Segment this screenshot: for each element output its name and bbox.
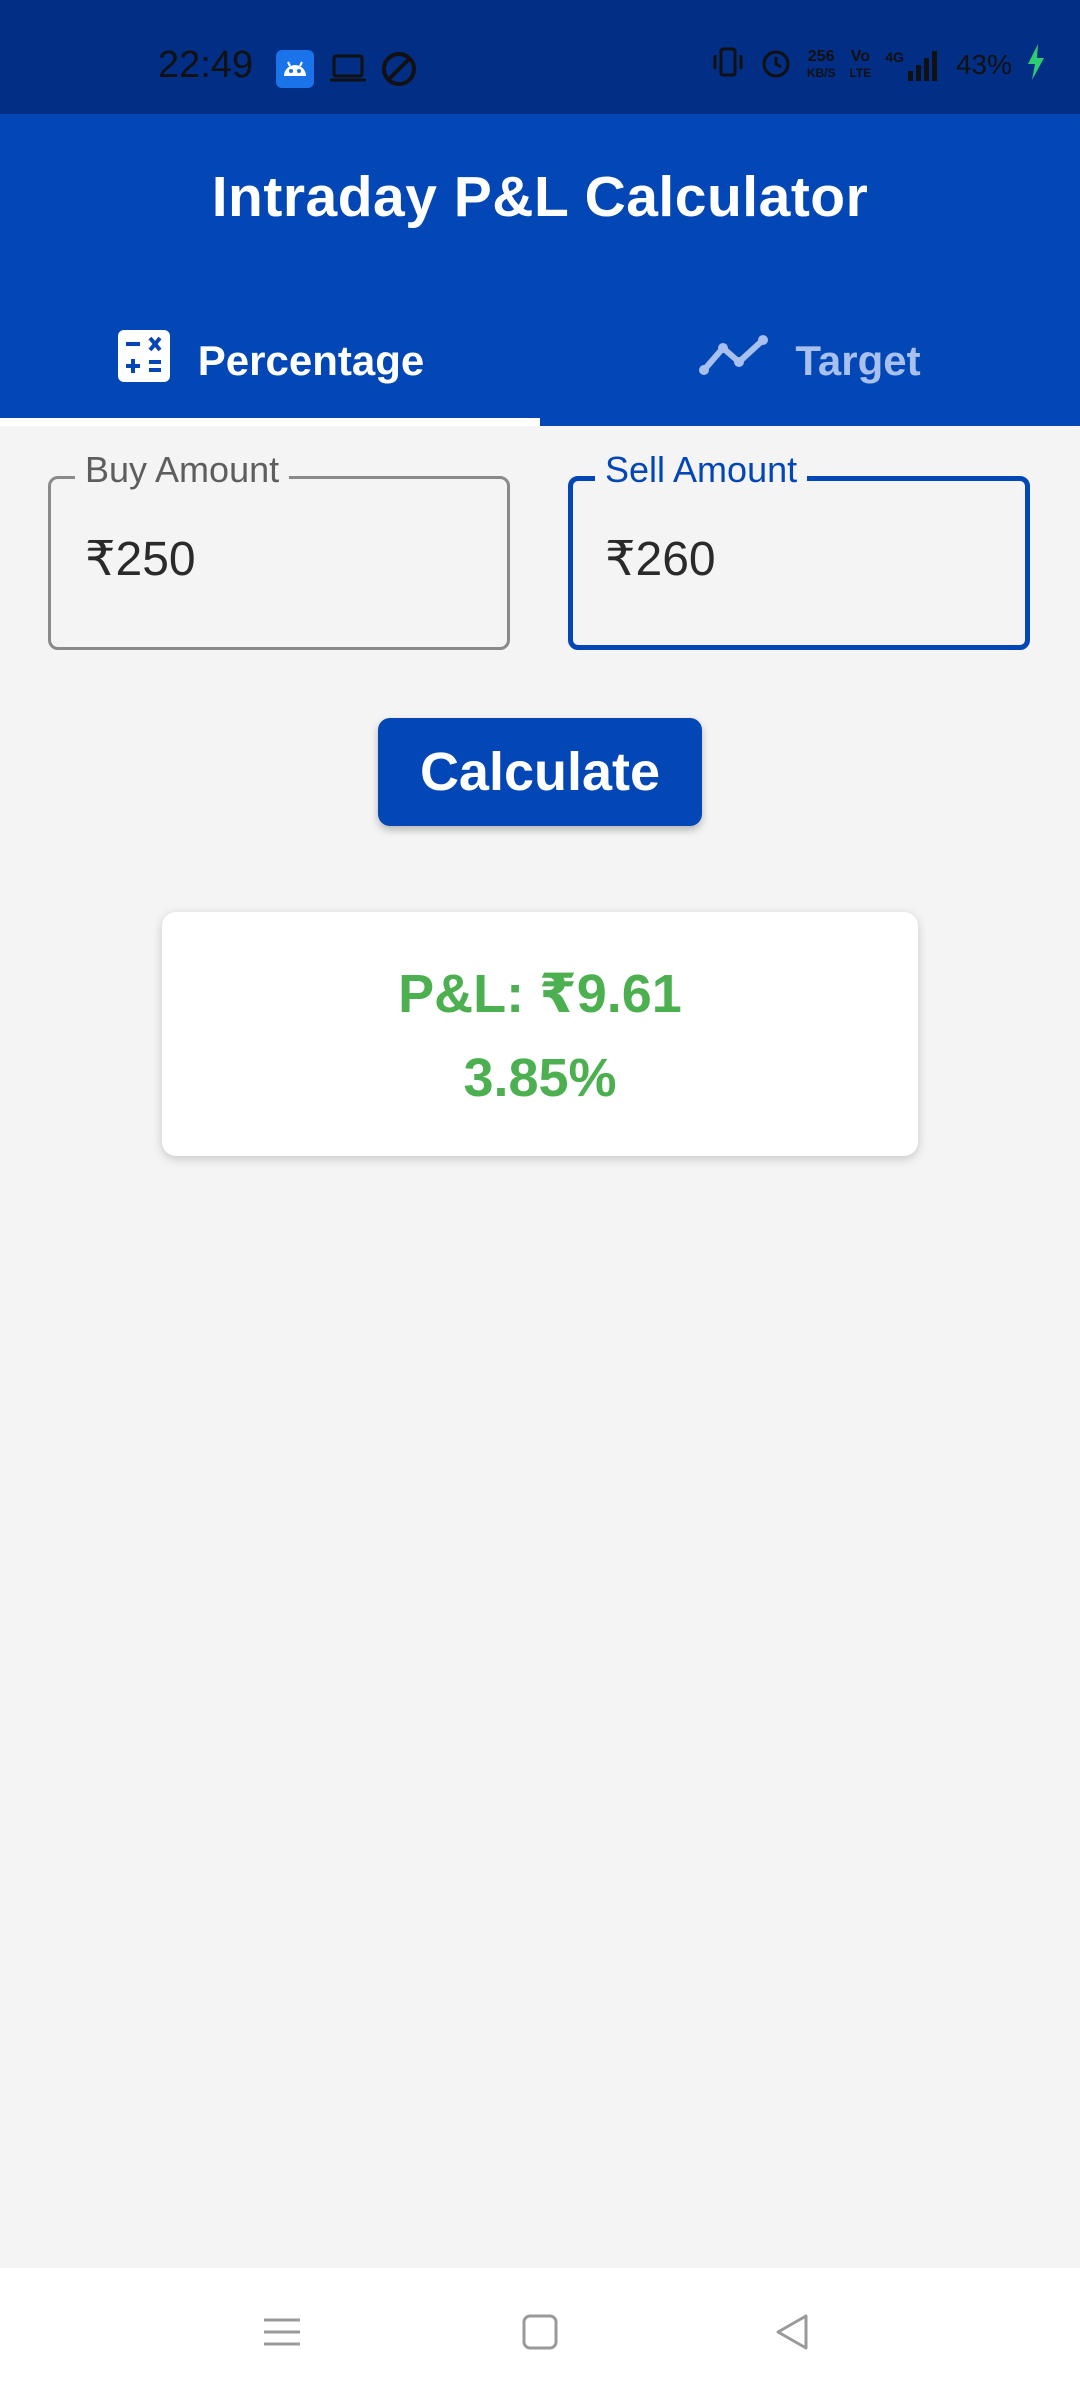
volte-badge: Vo LTE — [849, 47, 872, 81]
pl-percentage: 3.85% — [463, 1048, 617, 1108]
tab-percentage[interactable]: Percentage — [0, 296, 540, 426]
status-time: 22:49 — [158, 44, 254, 86]
back-icon[interactable] — [772, 2312, 812, 2357]
sell-amount-label: Sell Amount — [595, 449, 808, 491]
active-tab-indicator — [0, 418, 540, 426]
volte-bottom: LTE — [849, 65, 872, 80]
status-bar: 22:49 — [0, 0, 1080, 114]
tab-percentage-label: Percentage — [197, 337, 425, 384]
buy-amount-field[interactable]: Buy Amount ₹250 — [48, 449, 510, 650]
signal-icon: 4G — [885, 49, 942, 81]
calculator-icon — [116, 328, 172, 394]
speed-value: 256 — [807, 47, 835, 65]
volte-top: Vo — [850, 47, 870, 65]
network-speed: 256 KB/S — [806, 47, 836, 81]
vibrate-icon — [711, 45, 745, 84]
calculate-button[interactable]: Calculate — [378, 718, 702, 826]
trend-line-icon — [699, 334, 769, 388]
menu-icon[interactable] — [262, 2312, 302, 2357]
buy-amount-label: Buy Amount — [75, 449, 290, 491]
laptop-icon — [328, 52, 368, 91]
tab-target-label: Target — [795, 337, 921, 384]
android-icon — [276, 50, 314, 93]
sell-amount-field[interactable]: Sell Amount ₹260 — [568, 449, 1030, 650]
app-bar: Intraday P&L Calculator Percentage — [0, 114, 1080, 426]
home-icon[interactable] — [520, 2312, 560, 2357]
pl-amount: P&L: ₹9.61 — [398, 964, 682, 1024]
system-nav-bar — [0, 2268, 1080, 2400]
battery-level: 43% — [955, 48, 1012, 80]
charging-icon — [1026, 44, 1046, 85]
tab-target[interactable]: Target — [540, 296, 1080, 426]
status-right-group: 256 KB/S Vo LTE 4G 43% — [711, 44, 1046, 85]
page-title: Intraday P&L Calculator — [211, 165, 869, 229]
result-card: P&L: ₹9.61 3.85% — [162, 912, 918, 1156]
dnd-icon — [380, 50, 418, 93]
network-type: 4G — [885, 48, 904, 65]
alarm-icon — [759, 45, 793, 84]
sell-amount-value[interactable]: ₹260 — [605, 533, 716, 586]
buy-amount-value[interactable]: ₹250 — [85, 533, 196, 586]
speed-unit: KB/S — [806, 65, 836, 80]
